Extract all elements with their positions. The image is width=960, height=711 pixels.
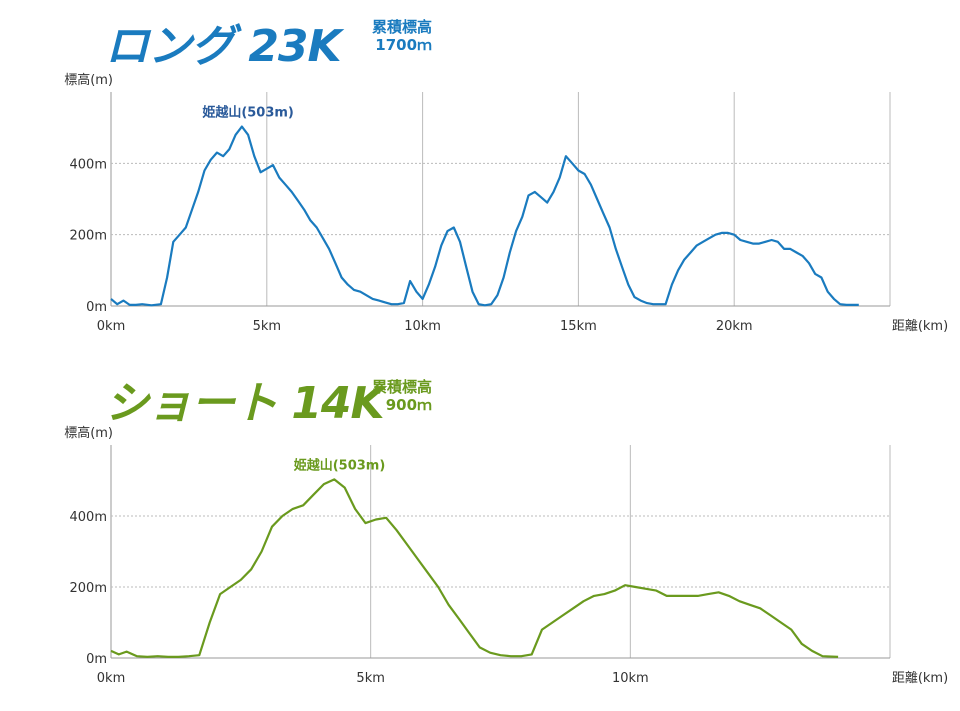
x-tick-label: 5km (253, 319, 281, 334)
x-tick-label: 10km (612, 671, 649, 686)
y-tick-label: 400m (70, 157, 107, 172)
peak-annotation: 姫越山(503m) (202, 105, 294, 121)
y-tick-label: 0m (86, 652, 107, 667)
short-elevation-chart: 0m 200m 400m 0km 5km 10km 標高(m) 距離(km) 姫越山(503m) (64, 425, 948, 686)
long-course-panel: ロング 23K 累積標高 1700ｍ 0m 200m 400m 0km 5km 10km 1… (64, 18, 948, 334)
short-elevation-gain: 累積標高 900ｍ (372, 378, 432, 414)
x-axis-title: 距離(km) (892, 671, 948, 686)
elevation-line (110, 478, 839, 658)
y-axis-title: 標高(m) (64, 72, 113, 88)
peak-annotation: 姫越山(503m) (294, 457, 386, 473)
y-tick-label: 0m (86, 300, 107, 315)
short-gain-value: 900ｍ (385, 396, 433, 414)
x-tick-label: 5km (356, 671, 384, 686)
x-tick-label: 10km (404, 319, 441, 334)
x-tick-label: 20km (716, 319, 753, 334)
long-elevation-gain: 累積標高 1700ｍ (372, 18, 432, 54)
x-axis-title: 距離(km) (892, 319, 948, 334)
y-tick-label: 200m (70, 581, 107, 596)
x-tick-label: 0km (97, 319, 125, 334)
short-course-panel: ショート 14K 累積標高 900ｍ 0m 200m 400m 0km 5km 10km 標… (0, 360, 960, 711)
x-tick-label: 15km (560, 319, 597, 334)
elevation-line (110, 125, 859, 307)
y-tick-label: 400m (70, 510, 107, 525)
long-gain-value: 1700ｍ (375, 36, 433, 54)
x-tick-label: 0km (97, 671, 125, 686)
long-elevation-chart: 0m 200m 400m 0km 5km 10km 15km 20km 標高(m) 距離(km) 姫… (64, 72, 948, 334)
long-course-title: ロング 23K (105, 21, 342, 72)
long-gain-label: 累積標高 (372, 18, 433, 36)
short-course-title: ショート 14K (105, 378, 385, 429)
short-gain-label: 累積標高 (372, 378, 433, 396)
y-axis-title: 標高(m) (64, 425, 113, 441)
y-tick-label: 200m (70, 229, 107, 244)
